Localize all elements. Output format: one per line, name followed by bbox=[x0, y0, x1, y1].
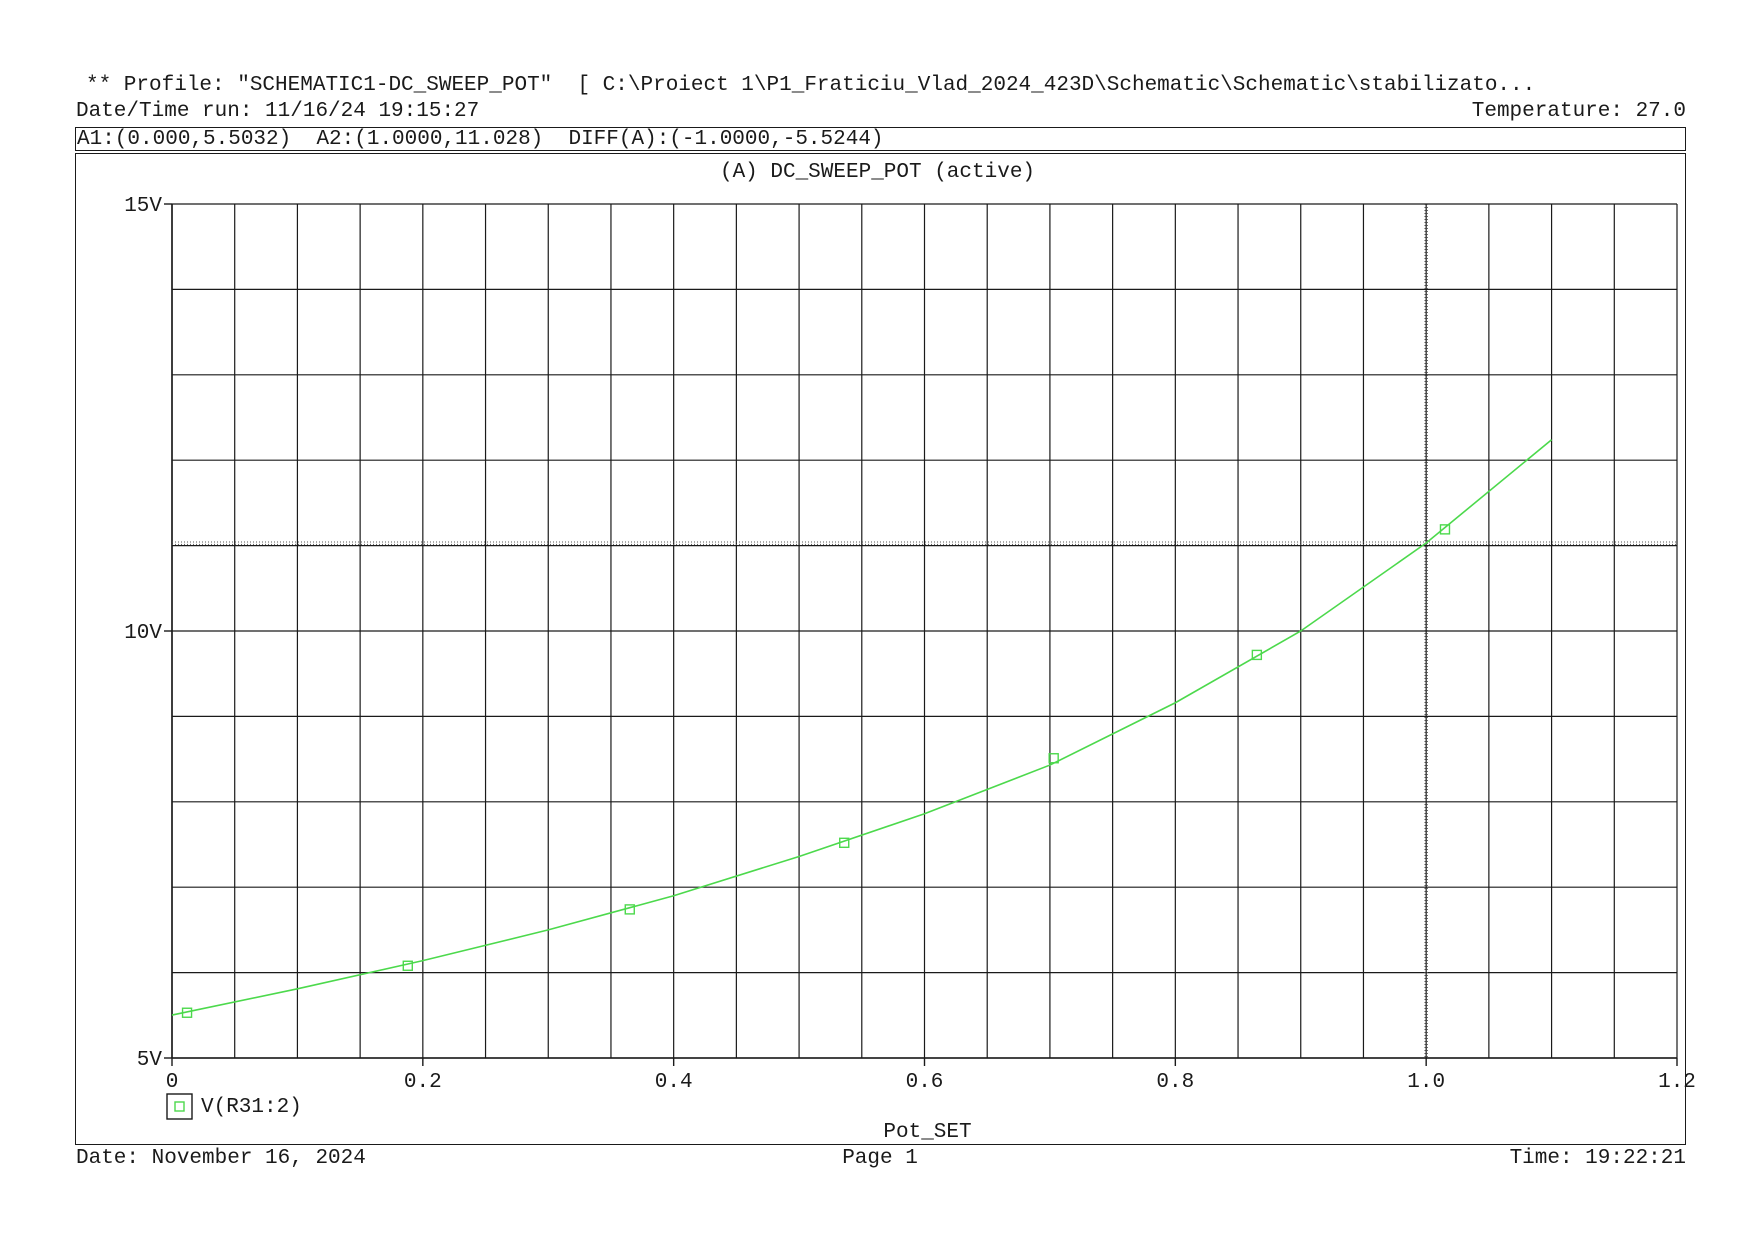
axis-ticks: 0 0.2 0.4 0.6 0.8 1.0 1.2 5V 10V 15V bbox=[124, 195, 1696, 1094]
footer-date: Date: November 16, 2024 bbox=[76, 1147, 366, 1170]
series-layer bbox=[171, 439, 1553, 1018]
x-tick-label: 0 bbox=[166, 1071, 179, 1094]
series-marker bbox=[624, 904, 635, 915]
x-tick-label: 1.2 bbox=[1658, 1071, 1696, 1094]
x-tick-label: 0.4 bbox=[655, 1071, 693, 1094]
legend bbox=[166, 1093, 193, 1120]
grid bbox=[171, 203, 1678, 1059]
series-line bbox=[171, 439, 1553, 1016]
x-tick-label: 1.0 bbox=[1407, 1071, 1445, 1094]
y-tick-label: 15V bbox=[124, 195, 162, 218]
x-tick-label: 0.8 bbox=[1156, 1071, 1194, 1094]
footer-time: Time: 19:22:21 bbox=[1509, 1147, 1686, 1170]
cursor-readout: A1:(0.000,5.5032) A2:(1.0000,11.028) DIF… bbox=[77, 128, 884, 151]
plot-frame bbox=[75, 153, 1686, 1145]
series-marker bbox=[402, 960, 413, 971]
legend-box bbox=[166, 1093, 193, 1120]
series-marker bbox=[1439, 524, 1451, 535]
x-tick-label: 0.2 bbox=[404, 1071, 442, 1094]
y-tick-label: 5V bbox=[137, 1049, 163, 1072]
cursor-readout-box bbox=[75, 127, 1686, 151]
series-marker bbox=[1048, 753, 1059, 764]
series-marker bbox=[1251, 649, 1263, 661]
series-marker bbox=[839, 837, 850, 848]
run-datetime: Date/Time run: 11/16/24 19:15:27 bbox=[76, 100, 480, 123]
legend-series-label: V(R31:2) bbox=[201, 1096, 302, 1119]
temperature-readout: Temperature: 27.0 bbox=[1471, 100, 1686, 123]
legend-marker-icon bbox=[174, 1101, 185, 1112]
footer-page: Page 1 bbox=[842, 1147, 918, 1170]
series-marker bbox=[181, 1007, 193, 1018]
x-axis-label: Pot_SET bbox=[883, 1121, 972, 1144]
x-tick-label: 0.6 bbox=[906, 1071, 944, 1094]
profile-header: ** Profile: "SCHEMATIC1-DC_SWEEP_POT" [ … bbox=[86, 74, 1536, 97]
plot-title: (A) DC_SWEEP_POT (active) bbox=[719, 161, 1036, 184]
y-tick-label: 10V bbox=[124, 622, 162, 645]
